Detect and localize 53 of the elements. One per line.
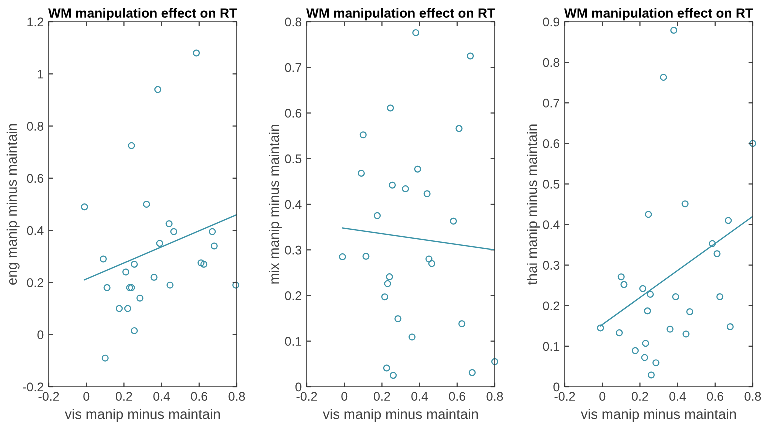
- y-tick-label: 1: [38, 70, 44, 79]
- y-tick-label: 0.2: [27, 278, 44, 288]
- y-tick-label: 0.7: [543, 98, 560, 108]
- x-tick-label: 0.8: [744, 392, 762, 402]
- y-tick-label: 0: [296, 382, 302, 392]
- y-tick-label: 0.1: [543, 342, 560, 352]
- y-tick-label: 1.2: [28, 18, 44, 27]
- x-tick-label: 0: [84, 392, 90, 402]
- y-axis-title: eng manip minus maintain: [6, 124, 20, 285]
- y-tick-label: 0.7: [285, 63, 302, 72]
- x-tick-label: 0.4: [154, 392, 170, 402]
- x-tick-label: 0: [342, 392, 348, 402]
- y-tick-label: 0.4: [27, 226, 44, 236]
- x-tick-label: 0.2: [632, 392, 648, 402]
- x-tick-label: 0.2: [116, 392, 132, 402]
- x-tick-label: 0.6: [707, 392, 724, 402]
- y-tick-label: 0.5: [285, 154, 302, 164]
- x-tick-label: 0.8: [228, 392, 246, 402]
- x-axis-title: vis manip minus maintain: [581, 409, 736, 422]
- y-tick-label: 0.9: [543, 18, 560, 27]
- chart-title: WM manipulation effect on RT: [306, 8, 496, 21]
- x-tick-label: -0.2: [554, 392, 576, 402]
- y-tick-label: 0.3: [285, 246, 302, 255]
- y-tick-label: 0.8: [27, 122, 44, 131]
- y-axis-title: mix manip minus maintain: [269, 125, 282, 284]
- y-tick-label: 0.2: [285, 292, 302, 300]
- y-tick-label: 0.6: [27, 174, 44, 184]
- y-tick-label: 0.1: [285, 337, 302, 346]
- chart-title: WM manipulation effect on RT: [48, 8, 238, 21]
- x-tick-label: 0: [600, 392, 606, 402]
- y-axis-title: thai manip minus maintain: [527, 124, 540, 285]
- y-tick-label: 0: [38, 330, 44, 340]
- y-tick-label: 0.6: [543, 139, 560, 148]
- x-tick-label: -0.2: [296, 392, 318, 402]
- y-tick-label: -0.2: [23, 382, 44, 392]
- y-tick-label: 0.6: [285, 109, 302, 118]
- x-axis-title: vis manip minus maintain: [323, 409, 478, 422]
- y-tick-label: 0.4: [543, 220, 560, 230]
- y-tick-label: 0.8: [285, 18, 302, 27]
- x-tick-label: 0.4: [412, 392, 428, 402]
- y-tick-label: 0.3: [543, 261, 560, 270]
- chart-title: WM manipulation effect on RT: [564, 8, 754, 21]
- x-tick-label: 0.4: [670, 392, 686, 402]
- y-tick-label: 0: [554, 382, 560, 392]
- y-tick-label: 0.5: [543, 180, 560, 189]
- x-axis-title: vis manip minus maintain: [65, 409, 220, 422]
- y-tick-label: 0.4: [285, 200, 302, 210]
- x-tick-label: 0.6: [449, 392, 466, 402]
- x-tick-label: 0.6: [191, 392, 208, 402]
- x-tick-label: 0.2: [374, 392, 390, 402]
- y-tick-label: 0.2: [543, 302, 560, 311]
- y-tick-label: 0.8: [543, 58, 560, 68]
- x-tick-label: 0.8: [486, 392, 504, 402]
